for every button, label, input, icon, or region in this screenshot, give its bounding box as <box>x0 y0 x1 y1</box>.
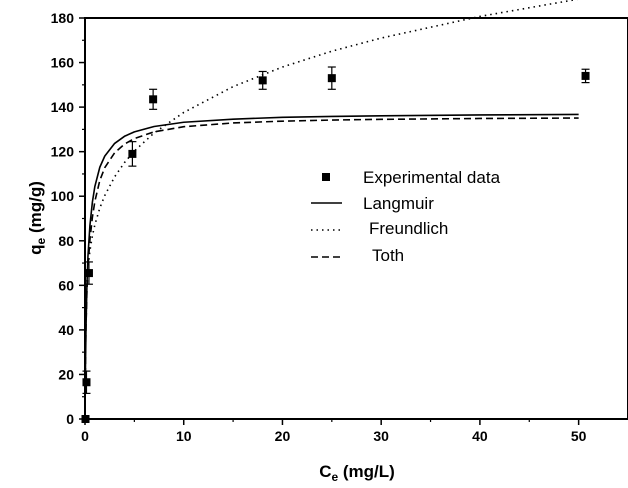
x-axis-title-unit: (mg/L) <box>338 462 395 481</box>
y-tick-label: 100 <box>51 188 75 204</box>
legend-label-freundlich: Freundlich <box>369 219 448 238</box>
y-axis-title-main: q <box>26 244 45 254</box>
legend-label-experimental: Experimental data <box>363 168 501 187</box>
x-tick-label: 20 <box>275 428 291 444</box>
y-tick-label: 180 <box>51 10 75 26</box>
y-axis-title-unit: (mg/g) <box>26 181 45 238</box>
legend-label-toth: Toth <box>372 246 404 265</box>
data-point <box>128 149 137 158</box>
x-tick-label: 10 <box>176 428 192 444</box>
x-axis-title-sub: e <box>331 470 338 484</box>
legend-marker-experimental <box>322 173 330 181</box>
data-point <box>327 74 336 83</box>
y-tick-label: 160 <box>51 55 75 71</box>
y-tick-label: 20 <box>58 366 74 382</box>
y-tick-label: 140 <box>51 99 75 115</box>
x-tick-label: 50 <box>571 428 587 444</box>
data-point <box>82 378 91 387</box>
y-tick-label: 80 <box>58 233 74 249</box>
data-point <box>84 269 93 278</box>
legend-label-langmuir: Langmuir <box>363 194 434 213</box>
langmuir-curve <box>84 113 579 420</box>
axis-ticks: 0 10 20 30 40 50 0 20 40 60 80 100 120 140 160 180 <box>51 10 587 444</box>
data-point <box>149 95 158 104</box>
x-tick-label: 30 <box>373 428 389 444</box>
data-point <box>258 76 267 85</box>
y-tick-label: 60 <box>58 277 74 293</box>
x-tick-label: 0 <box>81 428 89 444</box>
toth-curve <box>84 117 579 420</box>
x-tick-label: 40 <box>472 428 488 444</box>
plot-frame <box>84 17 628 420</box>
x-axis-title: Ce (mg/L) <box>319 462 395 484</box>
x-axis-title-main: C <box>319 462 331 481</box>
y-axis-title: qe (mg/g) <box>26 181 48 255</box>
y-tick-label: 40 <box>58 322 74 338</box>
model-curves <box>84 0 579 420</box>
data-point <box>581 71 590 80</box>
y-tick-label: 120 <box>51 144 75 160</box>
legend: Experimental data Langmuir Freundlich To… <box>311 168 501 265</box>
y-axis-title-sub: e <box>34 237 48 244</box>
freundlich-curve <box>84 0 578 420</box>
y-tick-label: 0 <box>66 411 74 427</box>
